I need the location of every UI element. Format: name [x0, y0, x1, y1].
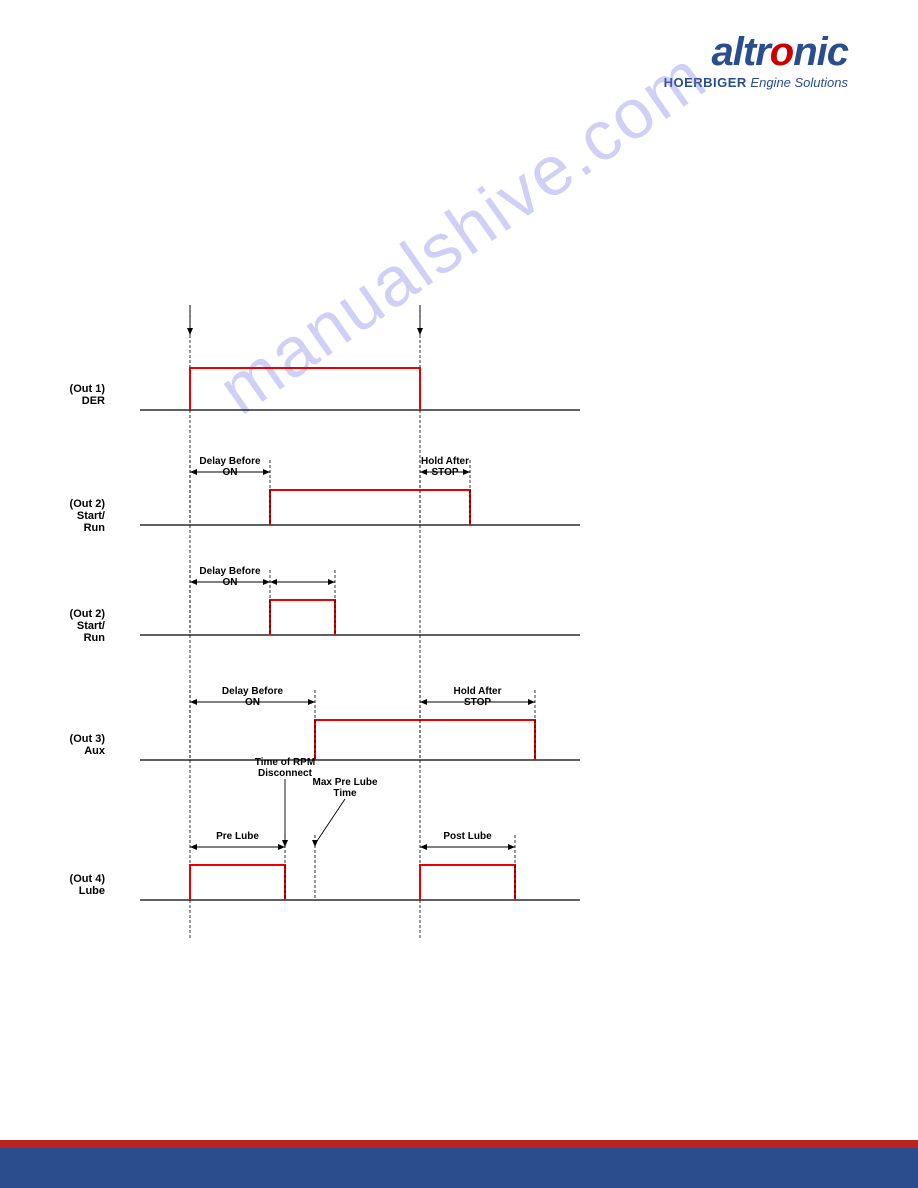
svg-text:Lube: Lube [79, 885, 105, 897]
svg-text:Run: Run [84, 522, 106, 534]
svg-text:(Out 2): (Out 2) [70, 608, 106, 620]
svg-text:Pre Lube: Pre Lube [216, 831, 259, 842]
svg-text:DER: DER [82, 395, 105, 407]
svg-text:ON: ON [223, 467, 238, 478]
brand-name: altronic [664, 30, 848, 75]
brand-pre: altr [712, 30, 770, 74]
svg-text:Disconnect: Disconnect [258, 768, 313, 779]
footer-red-bar [0, 1140, 918, 1148]
svg-text:Time of RPM: Time of RPM [255, 757, 315, 768]
brand-red-o: o [770, 30, 793, 74]
svg-text:Start/: Start/ [77, 620, 105, 632]
svg-text:STOP: STOP [431, 467, 458, 478]
brand-logo: altronic HOERBIGER Engine Solutions [664, 30, 848, 90]
svg-text:Hold After: Hold After [421, 456, 469, 467]
svg-text:(Out 3): (Out 3) [70, 733, 106, 745]
svg-text:STOP: STOP [464, 697, 491, 708]
svg-text:Start/: Start/ [77, 510, 105, 522]
brand-sub-em: Engine Solutions [747, 75, 848, 90]
svg-text:(Out 1): (Out 1) [70, 383, 106, 395]
brand-post: nic [793, 30, 848, 74]
svg-text:Delay Before: Delay Before [199, 566, 261, 577]
timing-diagram: (Out 1)DER(Out 2)Start/RunDelay BeforeON… [120, 300, 620, 940]
svg-text:(Out 2): (Out 2) [70, 498, 106, 510]
svg-text:Run: Run [84, 632, 106, 644]
brand-sub-bold: HOERBIGER [664, 75, 747, 90]
page-footer [0, 1140, 918, 1188]
svg-text:Aux: Aux [84, 745, 106, 757]
footer-blue-bar [0, 1148, 918, 1188]
svg-text:Hold After: Hold After [454, 686, 502, 697]
brand-subtitle: HOERBIGER Engine Solutions [664, 75, 848, 90]
svg-text:Max Pre Lube: Max Pre Lube [312, 777, 377, 788]
svg-text:Delay Before: Delay Before [199, 456, 261, 467]
svg-text:Post Lube: Post Lube [443, 831, 492, 842]
svg-text:Delay Before: Delay Before [222, 686, 284, 697]
svg-text:ON: ON [245, 697, 260, 708]
svg-text:Time: Time [333, 788, 357, 799]
svg-text:ON: ON [223, 577, 238, 588]
svg-text:(Out 4): (Out 4) [70, 873, 106, 885]
